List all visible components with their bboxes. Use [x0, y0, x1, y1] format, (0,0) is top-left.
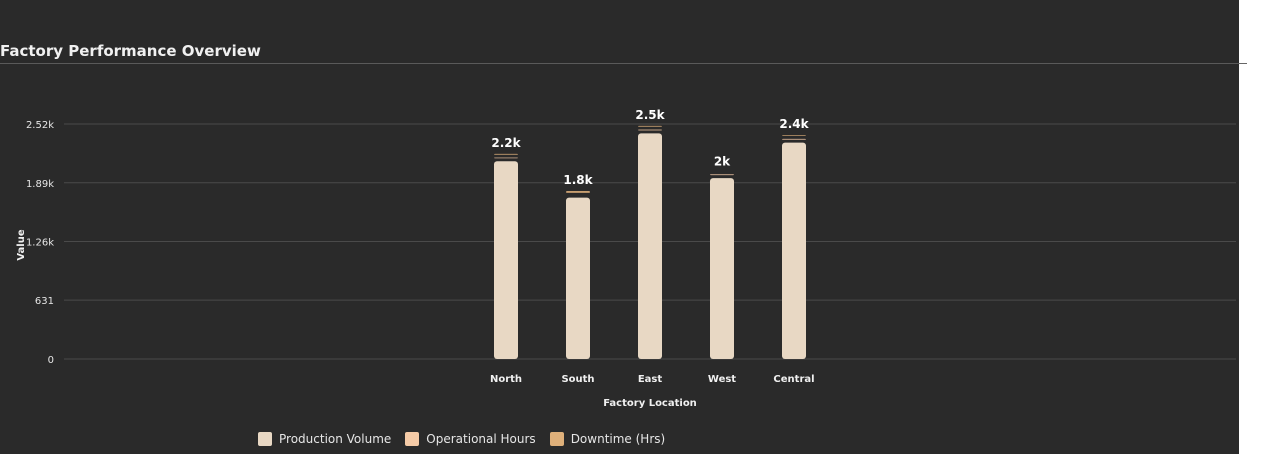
x-axis-title: Factory Location: [603, 398, 697, 409]
legend-label: Operational Hours: [426, 432, 536, 446]
y-tick-label: 0: [48, 355, 54, 366]
y-axis-ticks: 0 631 1.26k 1.89k 2.52k: [26, 120, 54, 366]
bar-group: 1.8k: [563, 173, 594, 359]
y-tick-label: 2.52k: [26, 120, 54, 131]
bar-segment: [566, 197, 590, 359]
data-label: 2.2k: [491, 136, 521, 150]
legend-swatch: [258, 432, 272, 446]
legend-item[interactable]: Production Volume: [258, 432, 391, 446]
x-tick-label: North: [490, 374, 522, 385]
y-tick-label: 631: [35, 296, 54, 307]
bar-chart: 0 631 1.26k 1.89k 2.52k 2.2k 1.8k 2.5k 2k 2.4k N…: [16, 108, 1236, 409]
bar-segment: [494, 161, 518, 359]
x-tick-label: South: [561, 374, 594, 385]
legend-item[interactable]: Downtime (Hrs): [549, 432, 666, 446]
legend-label: Downtime (Hrs): [570, 432, 666, 446]
legend-label: Production Volume: [279, 432, 392, 446]
y-tick-label: 1.89k: [26, 179, 54, 190]
data-label: 2.4k: [779, 117, 809, 131]
bar-segment: [710, 178, 734, 359]
bar-segment: [782, 142, 806, 359]
chart-title: Factory Performance Overview: [0, 42, 261, 60]
bar-segment: [494, 153, 518, 155]
bar-group: 2k: [710, 154, 734, 359]
bar-segment: [782, 138, 806, 140]
data-label: 2.5k: [635, 108, 665, 122]
bars: 2.2k 1.8k 2.5k 2k 2.4k: [491, 108, 810, 359]
y-axis-title: Value: [16, 229, 27, 260]
bar-group: 2.4k: [779, 117, 810, 359]
x-tick-label: West: [708, 374, 736, 385]
legend-item[interactable]: Operational Hours: [405, 432, 536, 446]
bar-group: 2.2k: [491, 136, 522, 359]
bar-segment: [710, 174, 734, 176]
legend-swatch: [549, 432, 564, 446]
data-label: 1.8k: [563, 173, 593, 187]
x-tick-label: Central: [773, 374, 814, 385]
legend: Production Volume Operational Hours Downti…: [258, 430, 665, 448]
edge-tick-mark: [1239, 63, 1247, 64]
bar-segment: [638, 129, 662, 131]
data-label: 2k: [714, 154, 731, 168]
y-tick-label: 1.26k: [26, 238, 54, 249]
legend-swatch: [405, 432, 420, 446]
bar-segment: [638, 133, 662, 359]
bar-segment: [782, 135, 806, 136]
title-divider: [0, 63, 1239, 64]
chart-panel: Factory Performance Overview: [0, 0, 1239, 454]
bar-segment: [566, 191, 590, 193]
bar-segment: [494, 157, 518, 159]
bar-segment: [638, 125, 662, 127]
x-tick-label: East: [638, 374, 663, 385]
bar-group: 2.5k: [635, 108, 666, 359]
x-axis-ticks: North South East West Central: [490, 374, 815, 385]
